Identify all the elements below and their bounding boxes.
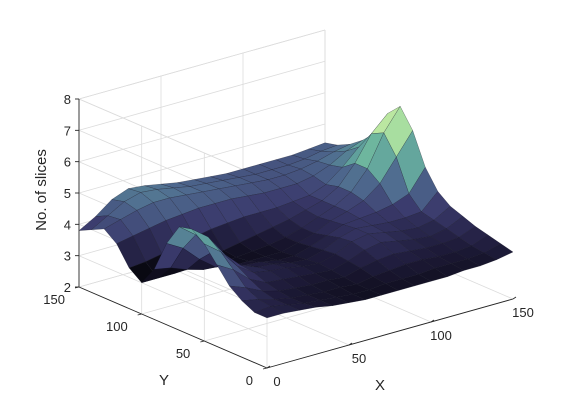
box-edge-back-top: [78, 29, 326, 100]
x-tick-label: 100: [430, 328, 452, 343]
z-tick-label: 3: [64, 249, 71, 264]
y-tick-label: 0: [246, 373, 253, 388]
z-tick-label: 8: [64, 92, 71, 107]
surface-mesh: [78, 105, 514, 319]
z-axis-label: No. of slices: [33, 149, 50, 231]
y-tick-mark: [262, 367, 268, 370]
x-axis-label: X: [375, 377, 385, 394]
grid-line-backwall-z: [78, 92, 326, 163]
surface-patch: [254, 306, 284, 319]
x-tick-label: 50: [352, 351, 366, 366]
grid-line-backwall-z: [78, 60, 326, 131]
z-tick-label: 4: [64, 217, 71, 232]
box-edge-left-top: [78, 98, 268, 181]
z-tick-label: 2: [64, 280, 71, 295]
grid-line-backwall-z: [78, 123, 326, 194]
y-axis-line: [78, 286, 268, 369]
z-tick-label: 7: [64, 123, 71, 138]
y-tick-mark: [137, 313, 142, 316]
x-tick-mark: [512, 296, 517, 300]
x-tick-label: 150: [512, 305, 534, 320]
grid-line-sidewall-z: [78, 255, 268, 338]
x-tick-mark: [348, 342, 353, 346]
y-tick-mark: [200, 340, 205, 343]
x-tick-mark: [430, 319, 435, 323]
y-axis-label: Y: [159, 372, 169, 389]
z-tick-label: 6: [64, 155, 71, 170]
x-tick-label: 0: [273, 374, 280, 389]
y-tick-label: 50: [176, 346, 190, 361]
z-tick-label: 5: [64, 186, 71, 201]
y-tick-label: 150: [43, 292, 65, 307]
x-tick-mark: [266, 365, 271, 369]
y-tick-label: 100: [106, 319, 128, 334]
x-axis-line: [266, 298, 514, 369]
